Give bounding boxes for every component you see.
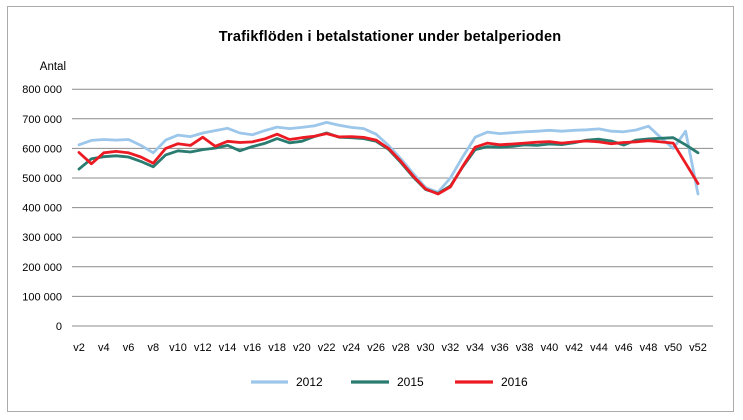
x-tick-label: v20 [293, 342, 311, 354]
x-tick-label: v32 [442, 342, 460, 354]
x-tick-label: v40 [541, 342, 559, 354]
x-tick-label: v46 [615, 342, 633, 354]
x-tick-label: v16 [243, 342, 261, 354]
y-tick-label: 700 000 [22, 114, 62, 126]
x-tick-label: v4 [98, 342, 110, 354]
x-tick-label: v52 [689, 342, 707, 354]
x-tick-label: v10 [169, 342, 187, 354]
y-tick-label: 800 000 [22, 84, 62, 96]
chart-title: Trafikflöden i betalstationer under beta… [218, 29, 562, 45]
y-tick-label: 300 000 [22, 232, 62, 244]
y-axis-label: Antal [39, 61, 66, 73]
x-tick-label: v30 [417, 342, 435, 354]
x-tick-label: v48 [640, 342, 658, 354]
x-tick-label: v34 [466, 342, 484, 354]
y-tick-label: 200 000 [22, 262, 62, 274]
x-tick-label: v42 [565, 342, 583, 354]
x-tick-label: v36 [491, 342, 509, 354]
x-tick-label: v44 [590, 342, 608, 354]
x-tick-label: v14 [219, 342, 237, 354]
x-tick-label: v6 [123, 342, 135, 354]
chart-frame [7, 6, 734, 412]
x-tick-label: v38 [516, 342, 534, 354]
series-line-2012 [77, 121, 700, 196]
x-tick-label: v2 [73, 342, 85, 354]
legend-label-2016: 2016 [501, 375, 528, 389]
x-tick-label: v18 [268, 342, 286, 354]
y-tick-label: 0 [56, 321, 62, 333]
x-tick-label: v8 [147, 342, 159, 354]
x-tick-label: v24 [342, 342, 360, 354]
y-tick-label: 100 000 [22, 291, 62, 303]
x-tick-label: v12 [194, 342, 212, 354]
y-tick-label: 500 000 [22, 173, 62, 185]
x-tick-label: v28 [392, 342, 410, 354]
y-tick-label: 400 000 [22, 203, 62, 215]
x-tick-label: v50 [664, 342, 682, 354]
legend-label-2012: 2012 [296, 375, 323, 389]
x-tick-label: v22 [318, 342, 336, 354]
x-tick-label: v26 [367, 342, 385, 354]
series-line-2016 [77, 132, 700, 196]
y-tick-label: 600 000 [22, 143, 62, 155]
legend-label-2015: 2015 [397, 375, 424, 389]
